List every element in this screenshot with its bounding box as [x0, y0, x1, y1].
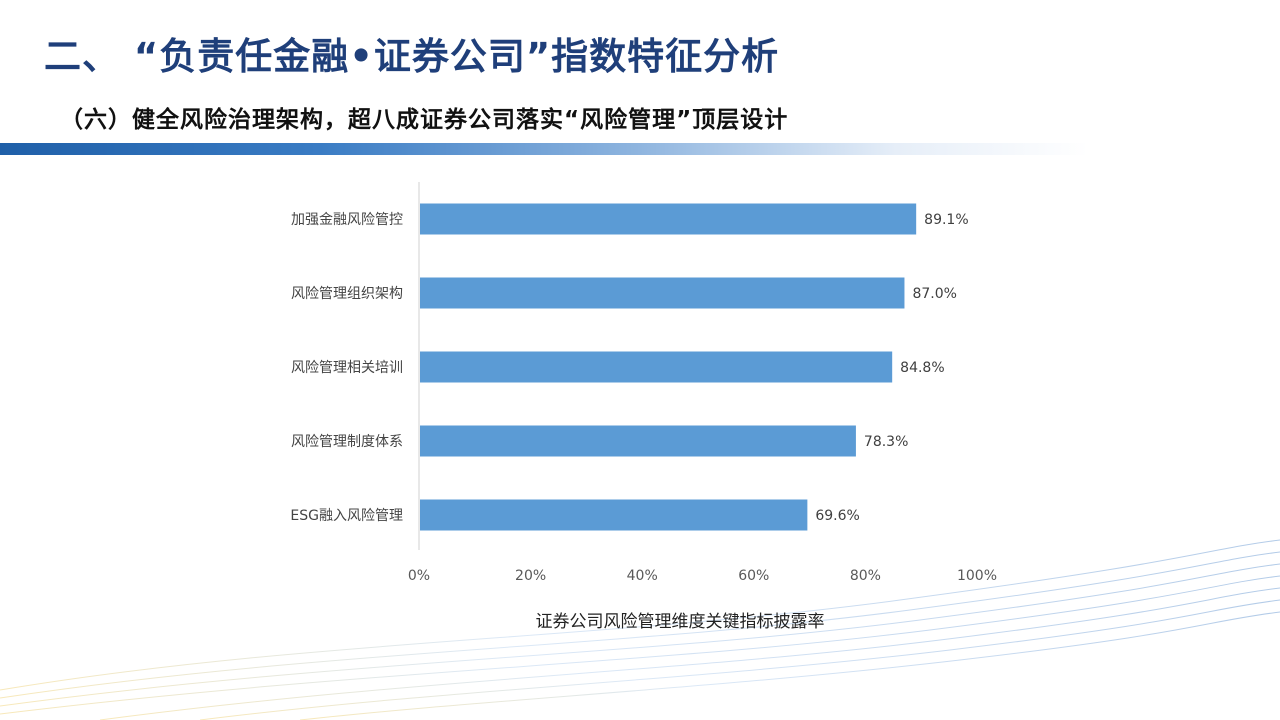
x-tick-label: 60% [738, 568, 769, 584]
x-tick-label: 0% [408, 568, 430, 584]
bar-2 [420, 277, 905, 309]
value-label: 87.0% [912, 286, 956, 302]
slide-title: 二、 “负责任金融•证券公司”指数特征分析 [44, 35, 780, 78]
bar-4 [420, 425, 856, 457]
bar-5 [420, 499, 808, 531]
category-label: 加强金融风险管控 [291, 212, 403, 228]
slide-subtitle: （六）健全风险治理架构，超八成证券公司落实“风险管理”顶层设计 [60, 107, 789, 133]
x-tick-label: 100% [957, 568, 997, 584]
x-tick-label: 40% [627, 568, 658, 584]
category-label: ESG融入风险管理 [290, 508, 403, 524]
x-tick-label: 80% [850, 568, 881, 584]
value-label: 84.8% [900, 360, 944, 376]
category-label: 风险管理相关培训 [291, 360, 403, 376]
x-axis-title: 证券公司风险管理维度关键指标披露率 [536, 612, 825, 632]
bar-1 [420, 203, 917, 235]
bar-3 [420, 351, 893, 383]
category-label: 风险管理组织架构 [291, 286, 403, 302]
header-band [0, 143, 1280, 155]
x-tick-label: 20% [515, 568, 546, 584]
wave-decoration [0, 539, 1280, 720]
category-label: 风险管理制度体系 [291, 434, 403, 450]
value-label: 69.6% [815, 508, 859, 524]
value-label: 78.3% [864, 434, 908, 450]
value-label: 89.1% [924, 212, 968, 228]
